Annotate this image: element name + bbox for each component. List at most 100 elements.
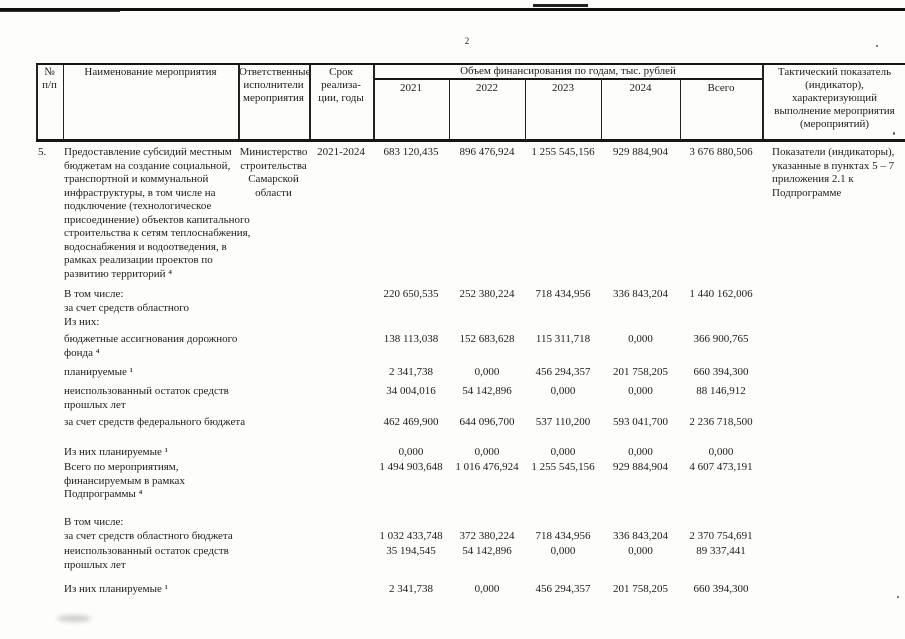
scan-smudge — [57, 615, 91, 622]
grid-line — [449, 79, 451, 139]
row-value-2023: 537 110,200 — [535, 416, 591, 428]
col-header-term: Срок реализа- ции, годы — [318, 66, 364, 104]
row-value-total: 2 370 754,691 — [689, 529, 753, 542]
row-label: Из них планируемые ¹ — [64, 446, 168, 458]
row-value-2021: 220 650,535 — [383, 288, 439, 300]
row-label: Из них планируемые ¹ — [64, 583, 168, 595]
row-value-2024: 0,000 — [628, 545, 653, 557]
row-value-2023: 0,000 — [550, 446, 576, 458]
row-value-2023: 456 294,357 — [535, 583, 591, 595]
scan-speck — [876, 45, 878, 47]
grid-line — [762, 65, 764, 139]
row-label: неиспользованный остаток средств прошлых… — [64, 385, 229, 411]
scan-edge-line — [0, 8, 905, 11]
row-value-total: 89 337,441 — [696, 545, 746, 557]
col-header-year-2024: 2024 — [629, 82, 652, 94]
scan-edge-line-fragment — [533, 4, 588, 7]
scan-speck — [897, 596, 899, 598]
row-value-2022: 372 380,224 — [459, 529, 515, 542]
row-value-2023: 718 434,956 — [535, 529, 591, 542]
col-header-responsible: Ответственные исполнители мероприятия — [239, 66, 311, 104]
row-value-2021: 1 494 903,648 — [379, 461, 443, 473]
col-header-year-2021: 2021 — [400, 82, 422, 94]
row-value-2024: 593 041,700 — [613, 416, 668, 428]
col-header-year-2023: 2023 — [552, 82, 574, 94]
row-value-total: 2 236 718,500 — [689, 416, 753, 428]
page-number: 2 — [464, 36, 470, 46]
row-label: планируемые ¹ — [64, 366, 133, 378]
row-value-2021: 35 194,545 — [386, 545, 436, 557]
row-value-2022: 54 142,896 — [462, 545, 512, 557]
col-header-total: Всего — [707, 82, 735, 94]
row-value-2021: 462 469,900 — [383, 416, 439, 428]
grid-line — [309, 65, 311, 139]
row-value-2024: 0,000 — [628, 333, 653, 345]
grid-line — [601, 79, 603, 139]
row-value-2022: 1 016 476,924 — [455, 461, 519, 473]
row-value-2022: 0,000 — [474, 446, 500, 458]
row-value-2021: 0,000 — [398, 446, 424, 458]
row-label: Предоставление субсидий местным бюджетам… — [64, 146, 251, 280]
row-label: В том числе: за счет средств областного … — [64, 516, 233, 542]
row-value-2021: 138 113,038 — [383, 333, 439, 345]
row-value-2024: 336 843,204 — [613, 529, 668, 542]
row-value-2024: 336 843,204 — [613, 288, 668, 300]
row-label: неиспользованный остаток средств прошлых… — [64, 545, 229, 571]
row-value-2021: 2 341,738 — [389, 583, 433, 595]
row-value-2024: 201 758,205 — [613, 366, 668, 378]
row-value-2024: 929 884,904 — [613, 146, 668, 158]
row-value-2022: 252 380,224 — [459, 288, 515, 300]
col-header-finance-span: Объем финансирования по годам, тыс. рубл… — [460, 65, 676, 77]
row-value-2024: 929 884,904 — [613, 461, 668, 473]
grid-line — [62, 65, 64, 139]
row-value-2021: 1 032 433,748 — [379, 529, 443, 542]
table-header: № п/п Наименование мероприятия Ответстве… — [0, 63, 905, 142]
finance-span-underline — [373, 78, 763, 80]
row-value-2024: 0,000 — [628, 446, 653, 458]
row-indicator: Показатели (индикаторы), указанные в пун… — [772, 146, 895, 199]
row-value-2023: 1 255 545,156 — [531, 146, 595, 158]
col-header-year-2022: 2022 — [476, 82, 498, 94]
row-label: бюджетные ассигнования дорожного фонда ⁴ — [64, 333, 238, 359]
row-value-2023: 1 255 545,156 — [531, 461, 595, 473]
grid-line — [680, 79, 682, 139]
row-term: 2021-2024 — [317, 146, 365, 158]
header-top-border — [36, 63, 905, 65]
row-value-2023: 718 434,956 — [535, 288, 591, 300]
row-value-total: 0,000 — [708, 446, 734, 458]
header-bottom-border — [36, 139, 905, 142]
row-value-2022: 896 476,924 — [459, 146, 515, 158]
row-value-2023: 0,000 — [550, 545, 576, 557]
row-value-total: 3 676 880,506 — [689, 146, 753, 158]
row-value-2023: 456 294,357 — [535, 366, 591, 378]
row-label: за счет средств федерального бюджета — [64, 416, 246, 428]
row-value-total: 1 440 162,006 — [689, 288, 753, 300]
row-value-2022: 152 683,628 — [459, 333, 515, 345]
scan-edge-line-shadow — [0, 11, 120, 12]
row-label: В том числе: за счет средств областного — [64, 288, 189, 314]
row-value-total: 88 146,912 — [696, 385, 746, 397]
row-label: Всего по мероприятиям, финансируемым в р… — [64, 461, 185, 500]
row-number: 5. — [38, 146, 47, 158]
row-value-total: 4 607 473,191 — [689, 461, 753, 473]
grid-line — [238, 65, 240, 139]
row-value-2023: 115 311,718 — [535, 333, 591, 345]
row-value-2022: 0,000 — [474, 583, 500, 595]
scan-speck — [351, 70, 353, 72]
grid-line — [36, 65, 38, 139]
grid-line — [525, 79, 527, 139]
row-value-2021: 34 004,016 — [386, 385, 436, 397]
row-value-total: 660 394,300 — [693, 583, 749, 595]
row-value-total: 366 900,765 — [693, 333, 749, 345]
row-responsible: Министерство строительства Самарской обл… — [239, 146, 308, 199]
row-value-2021: 683 120,435 — [383, 146, 439, 158]
row-value-2022: 644 096,700 — [459, 416, 515, 428]
scan-speck — [893, 132, 895, 135]
row-value-total: 660 394,300 — [693, 366, 749, 378]
row-value-2021: 2 341,738 — [389, 366, 433, 378]
col-header-name: Наименование мероприятия — [84, 66, 217, 78]
row-value-2023: 0,000 — [550, 385, 576, 397]
row-value-2024: 201 758,205 — [613, 583, 668, 595]
row-value-2022: 0,000 — [474, 366, 500, 378]
